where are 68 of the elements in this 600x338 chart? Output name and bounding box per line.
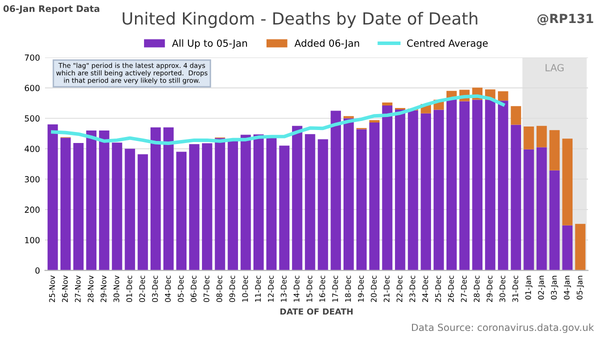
y-tick-label: 0: [35, 267, 40, 274]
bar: [60, 138, 71, 270]
bar: [48, 124, 58, 270]
bar: [330, 110, 341, 270]
y-tick-label: 700: [24, 54, 40, 61]
bar: [382, 106, 392, 270]
bar: [562, 138, 573, 226]
bar: [524, 149, 534, 270]
y-tick-label: 600: [24, 84, 40, 92]
bar: [524, 126, 534, 150]
line-series: [50, 94, 505, 145]
bar: [163, 127, 174, 270]
bar: [356, 129, 367, 270]
bar: [394, 109, 406, 270]
bar: [498, 100, 508, 270]
legend-label: All Up to 05-Jan: [172, 39, 247, 49]
bar: [498, 91, 508, 101]
legend-label: Added 06-Jan: [294, 39, 360, 49]
bar: [510, 124, 522, 270]
bar: [446, 98, 457, 270]
y-tick-label: 100: [25, 236, 40, 244]
source-note: Data Source: coronavirus.data.gov.uk: [412, 324, 594, 333]
bar: [73, 142, 84, 270]
text: 06-Jan Report Data: [3, 5, 100, 14]
bar: [536, 147, 547, 270]
bar: [369, 120, 380, 123]
bar: [318, 139, 328, 270]
bar: [459, 101, 470, 270]
y-tick-label: 500: [24, 115, 40, 122]
y-tick-label: 400: [24, 146, 40, 152]
bar: [562, 225, 573, 270]
legend-label: Centred Average: [407, 39, 488, 49]
bar: [253, 134, 264, 270]
bar: [420, 113, 432, 270]
bar: [266, 136, 277, 270]
bar: [304, 134, 316, 270]
bar: [485, 100, 496, 270]
y-tick-label: 200: [24, 206, 40, 213]
bar: [369, 122, 380, 270]
bar: [536, 126, 547, 148]
bar: [99, 130, 110, 270]
bar: [189, 144, 200, 270]
bar: [510, 106, 522, 125]
x-axis-title: DATE OF DEATH: [280, 308, 353, 315]
bar: [292, 126, 302, 270]
bar: [202, 143, 212, 270]
bar: [575, 224, 586, 270]
bar: [150, 127, 161, 270]
band-label: LAG: [546, 64, 564, 72]
bar: [214, 138, 226, 270]
bar: [86, 130, 96, 270]
bar: [382, 102, 392, 106]
bar: [408, 110, 418, 270]
bar: [124, 148, 136, 270]
y-tick-label: 300: [24, 176, 40, 182]
bar: [112, 142, 122, 270]
bar: [472, 100, 482, 270]
bar: [176, 152, 187, 270]
bar: [549, 130, 560, 170]
bar: [279, 146, 290, 270]
bar: [344, 118, 354, 270]
bar: [549, 170, 560, 270]
bar: [228, 140, 238, 270]
text: @RP131: [537, 14, 594, 26]
bar: [240, 134, 251, 270]
bar: [138, 154, 148, 270]
bar: [434, 110, 444, 270]
chart-title: United Kingdom - Deaths by Date of Death: [122, 12, 478, 28]
